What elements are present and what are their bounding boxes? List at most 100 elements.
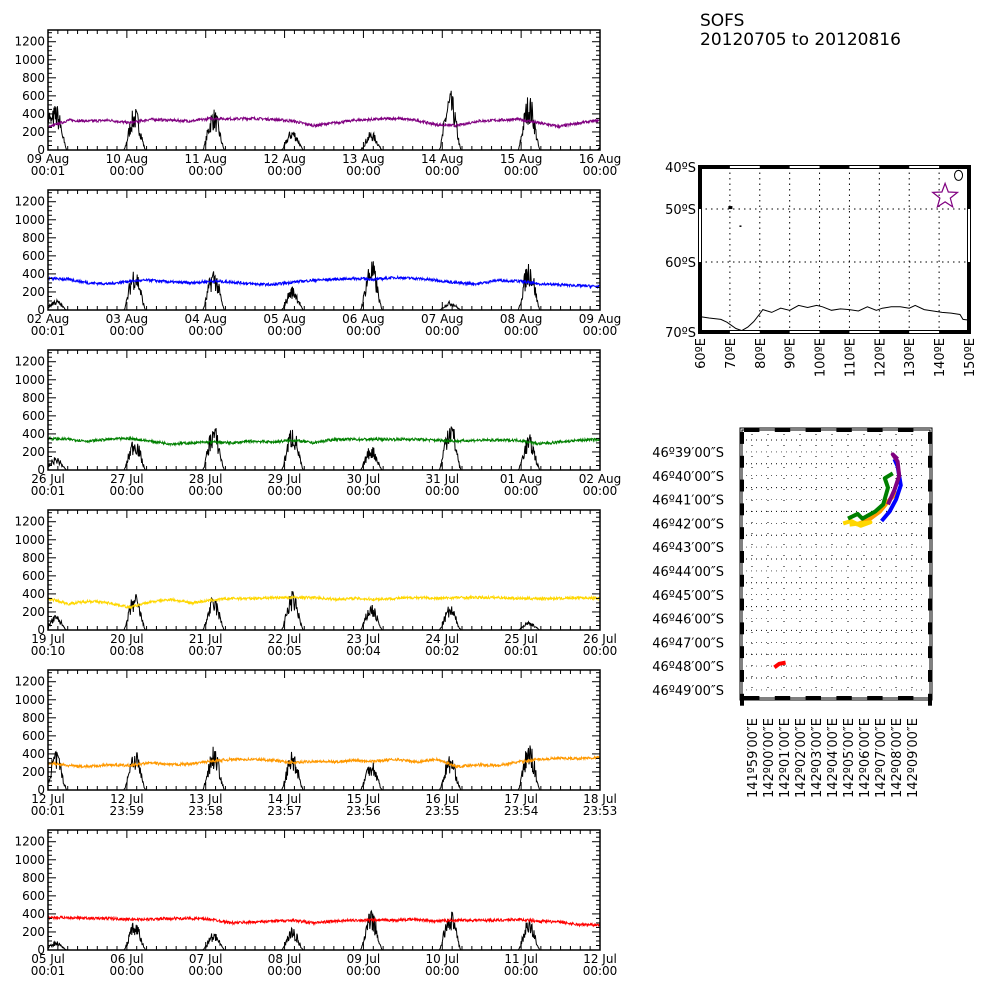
frame-segment [740, 455, 744, 468]
lon-label: 60ºE [694, 338, 709, 369]
y-tick-label: 0 [37, 303, 45, 317]
x-tick-label-date: 11 Aug [184, 152, 227, 166]
lon-label: 142º04′00″E [826, 718, 841, 798]
x-tick-label-date: 10 Jul [426, 952, 460, 966]
frame-segment [928, 527, 932, 540]
x-tick-label-time: 00:00 [583, 164, 618, 178]
x-tick-label-time: 00:00 [583, 324, 618, 338]
kerguelen-island [728, 206, 733, 210]
x-tick-label-time: 00:00 [110, 964, 145, 978]
frame-segment [867, 696, 883, 700]
x-tick-label-time: 00:00 [267, 324, 302, 338]
y-tick-label: 600 [22, 569, 45, 583]
frame-segment [928, 432, 932, 444]
lon-label: 110ºE [843, 338, 858, 377]
x-tick-label-time: 00:00 [267, 164, 302, 178]
y-tick-label: 200 [22, 605, 45, 619]
x-tick-label-date: 11 Jul [504, 952, 538, 966]
frame-segment [740, 503, 744, 516]
frame-segment [805, 428, 821, 432]
x-tick-label-time: 23:53 [583, 804, 618, 818]
x-tick-label-date: 01 Aug [500, 472, 543, 486]
x-tick-label-time: 00:00 [425, 484, 460, 498]
x-tick-label-date: 10 Aug [106, 152, 149, 166]
x-tick-label-date: 23 Jul [347, 632, 381, 646]
x-tick-label-time: 00:00 [188, 164, 223, 178]
radiation-line [47, 426, 600, 471]
lat-label: 46º49′00″S [652, 684, 724, 699]
x-tick-label-date: 20 Jul [110, 632, 144, 646]
frame-segment [867, 428, 883, 432]
frame-segment [928, 574, 932, 587]
mooring-track [773, 660, 786, 670]
frame-segment [744, 428, 760, 432]
series-line [47, 115, 601, 130]
x-tick-label-date: 30 Jul [347, 472, 381, 486]
y-tick-label: 1200 [14, 355, 45, 369]
lon-label: 90ºE [784, 338, 799, 369]
x-tick-label-date: 06 Aug [342, 312, 385, 326]
x-tick-label-date: 16 Jul [426, 792, 460, 806]
x-tick-label-time: 23:58 [188, 804, 223, 818]
frame-segment [928, 479, 932, 492]
frame-segment [928, 693, 932, 706]
frame-segment [740, 598, 744, 611]
x-tick-label-date: 09 Aug [579, 312, 622, 326]
lon-label: 142º07′00″E [874, 718, 889, 798]
x-tick-label-date: 29 Jul [268, 472, 302, 486]
lon-label: 100ºE [814, 338, 829, 377]
x-tick-label-date: 13 Aug [342, 152, 385, 166]
tasmania-coastline [954, 169, 964, 181]
radiation-line [47, 745, 600, 791]
y-tick-label: 800 [22, 551, 45, 565]
x-tick-label-date: 05 Aug [263, 312, 306, 326]
chart-title: SOFS 20120705 to 20120816 [700, 12, 901, 50]
x-tick-label-time: 00:00 [110, 484, 145, 498]
y-tick-label: 1000 [14, 853, 45, 867]
lat-label: 46º48′00″S [652, 660, 724, 675]
frame-segment [928, 622, 932, 635]
y-tick-label: 200 [22, 285, 45, 299]
x-tick-label-date: 14 Aug [421, 152, 464, 166]
y-tick-label: 600 [22, 89, 45, 103]
frame-segment [928, 503, 932, 516]
x-tick-label-time: 00:00 [583, 484, 618, 498]
x-tick-label-date: 12 Jul [31, 792, 65, 806]
series-line [47, 435, 601, 447]
x-tick-label-date: 25 Jul [504, 632, 538, 646]
lat-label: 46º43′00″S [652, 541, 724, 556]
x-tick-label-date: 02 Aug [27, 312, 70, 326]
frame-segment [740, 479, 744, 492]
x-tick-label-date: 26 Jul [583, 632, 617, 646]
mooring-star-icon [931, 181, 960, 209]
frame-segment [928, 598, 932, 611]
lon-label: 142º05′00″E [842, 718, 857, 798]
x-tick-label-time: 00:00 [425, 164, 460, 178]
x-tick-label-time: 23:57 [267, 804, 302, 818]
heard-island [739, 225, 742, 227]
series-line [47, 754, 601, 770]
radiation-line [47, 90, 601, 151]
y-tick-label: 600 [22, 409, 45, 423]
y-tick-label: 800 [22, 871, 45, 885]
x-tick-label-date: 28 Jul [189, 472, 223, 486]
lat-label: 46º46′00″S [652, 613, 724, 628]
mooring-track [886, 452, 902, 506]
frame-segment [928, 551, 932, 563]
y-tick-label: 1000 [14, 373, 45, 387]
lon-label: 130ºE [903, 338, 918, 377]
x-tick-label-date: 05 Jul [31, 952, 65, 966]
x-tick-label-date: 17 Jul [504, 792, 538, 806]
lon-label: 80ºE [754, 338, 769, 369]
x-tick-label-time: 00:00 [346, 164, 381, 178]
y-tick-label: 200 [22, 445, 45, 459]
x-tick-label-time: 00:01 [31, 804, 66, 818]
lon-label: 70ºE [724, 338, 739, 369]
plot-frame [47, 669, 601, 791]
x-tick-label-time: 00:00 [267, 484, 302, 498]
